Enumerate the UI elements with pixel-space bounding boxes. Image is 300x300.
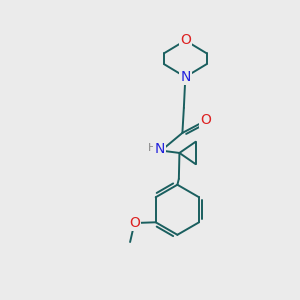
Text: O: O xyxy=(129,216,140,230)
Text: O: O xyxy=(200,113,211,127)
Text: N: N xyxy=(180,70,190,84)
Text: H: H xyxy=(148,143,156,153)
Text: N: N xyxy=(154,142,165,156)
Text: O: O xyxy=(180,34,191,47)
